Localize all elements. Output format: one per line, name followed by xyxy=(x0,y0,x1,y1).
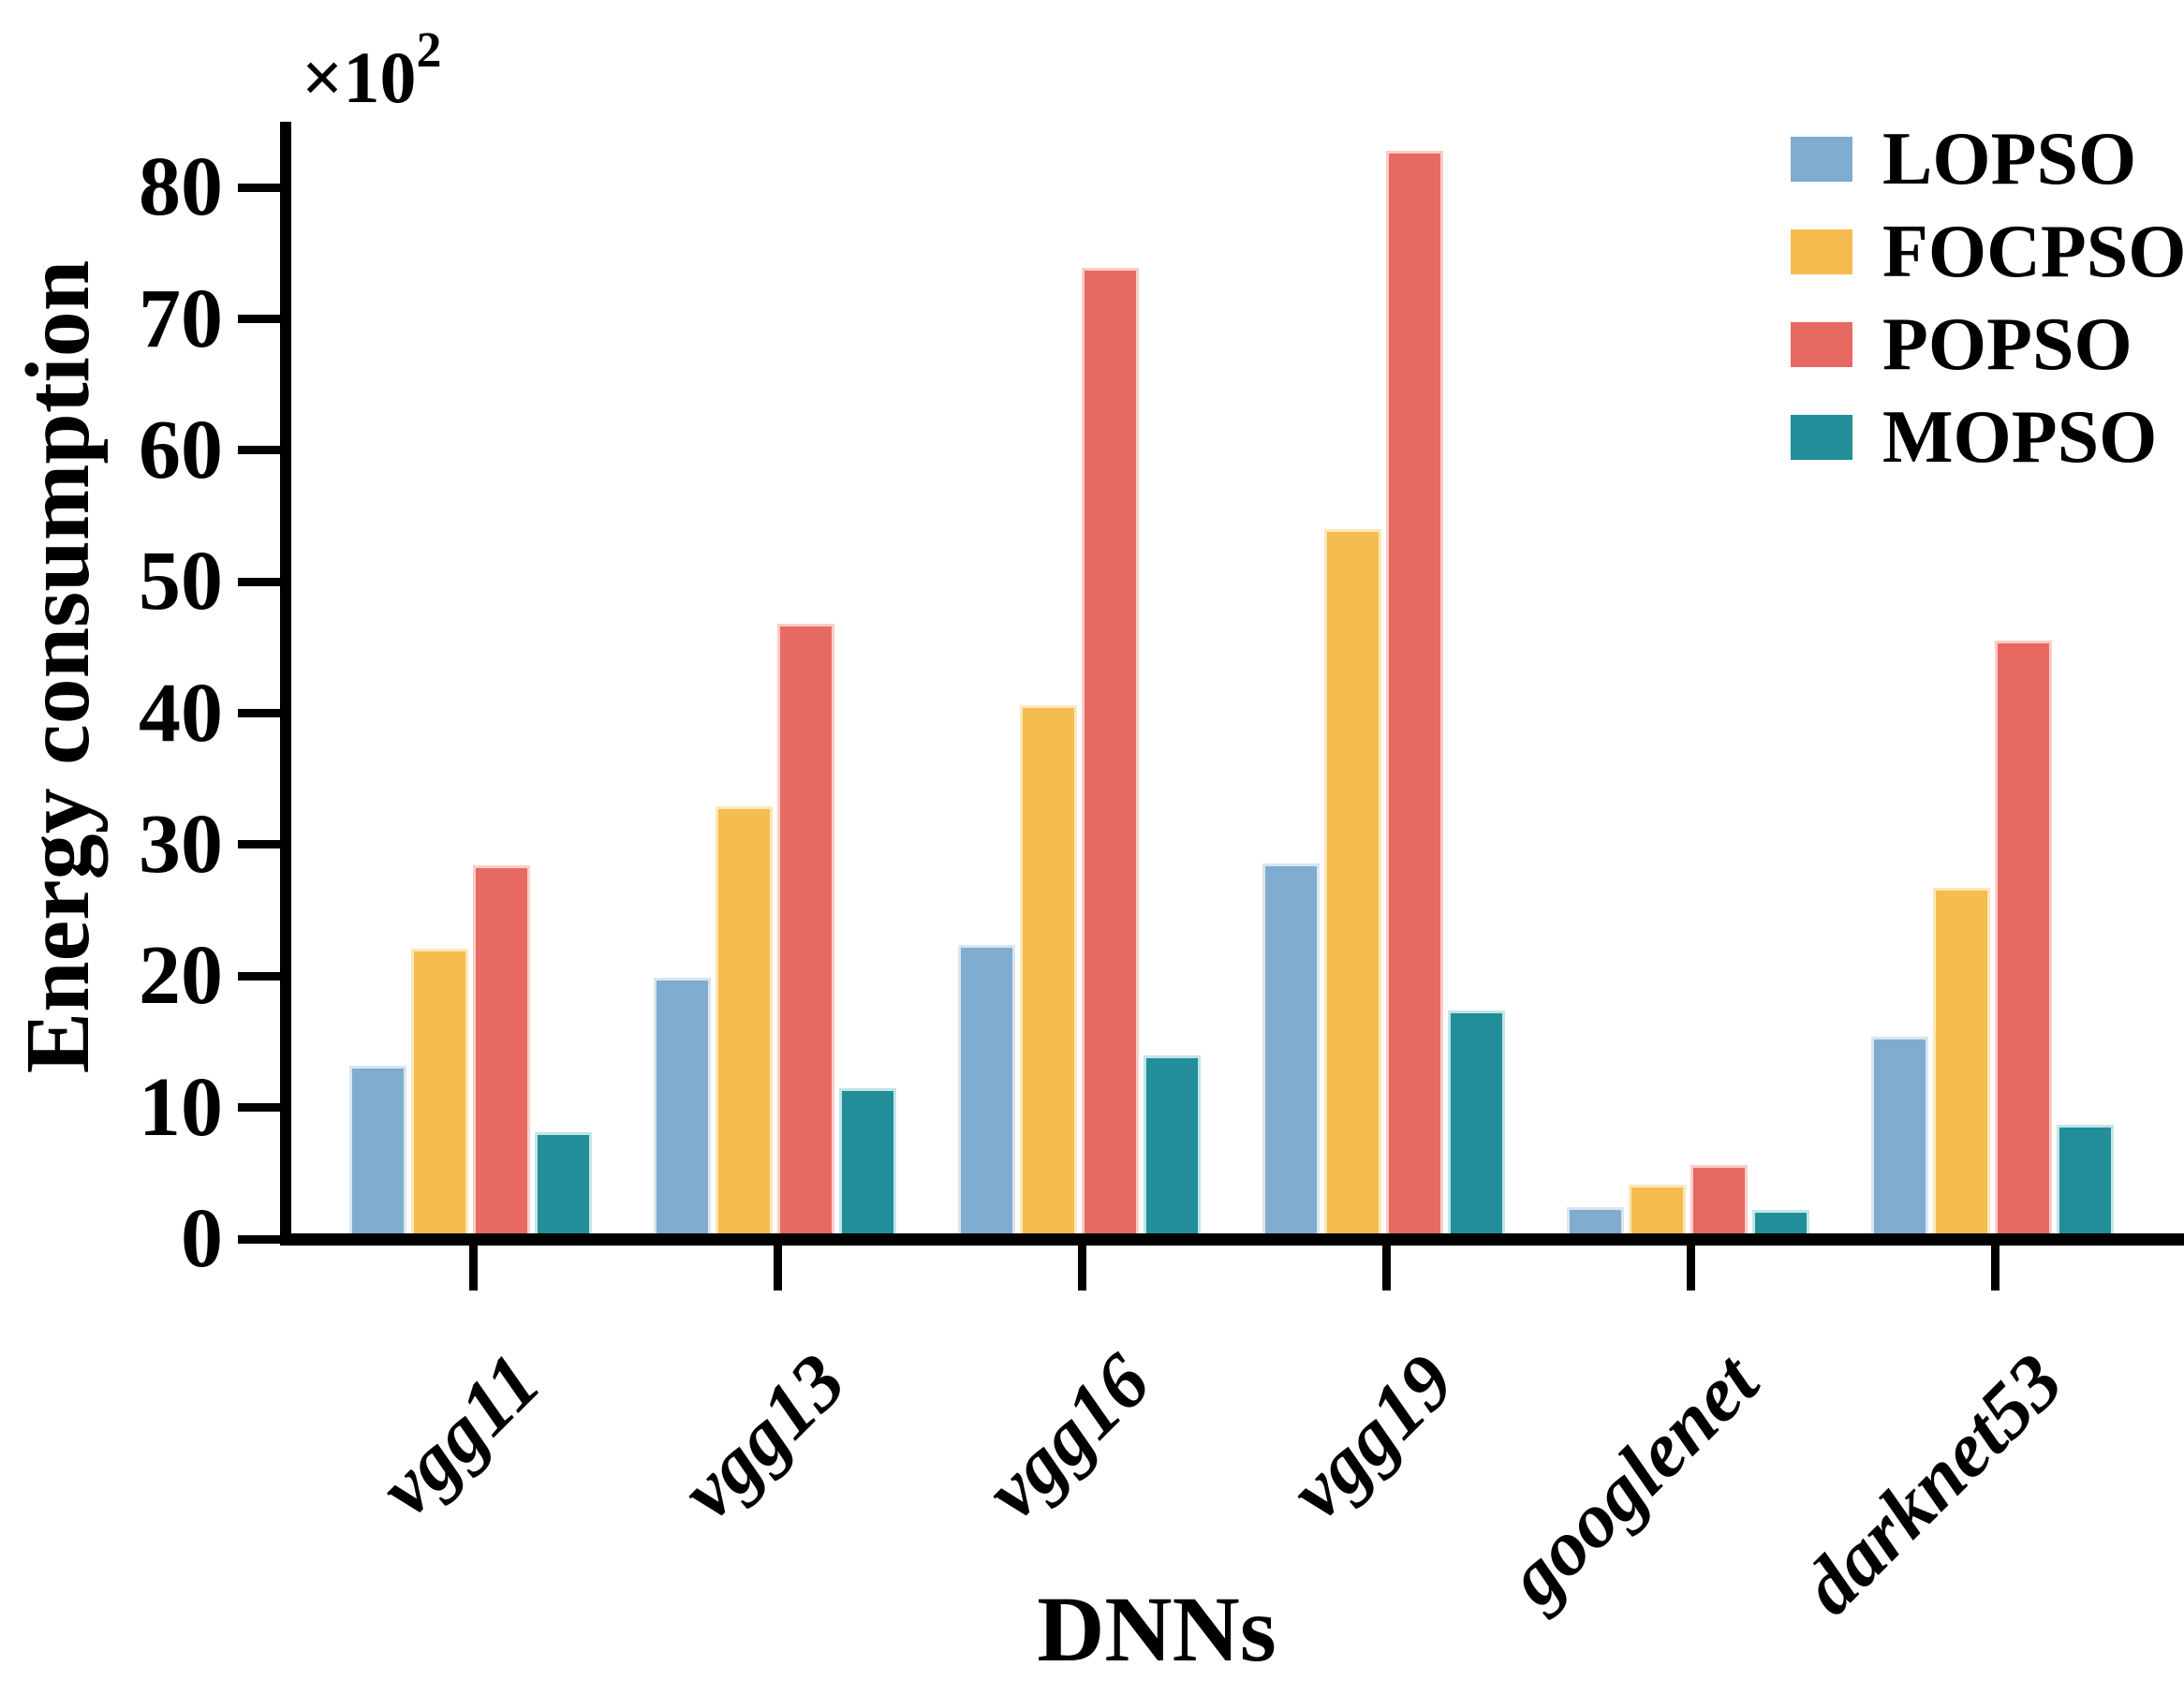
bar-darknet53-LOPSO xyxy=(1871,1036,1928,1239)
bar-vgg11-MOPSO xyxy=(535,1132,592,1239)
x-tick-googlenet xyxy=(1686,1246,1695,1290)
offset-exponent: 2 xyxy=(416,22,442,78)
y-tick-label-30: 30 xyxy=(139,797,223,891)
y-tick-label-0: 0 xyxy=(181,1192,223,1285)
y-tick-20 xyxy=(238,971,280,981)
bar-vgg16-FOCPSO xyxy=(1020,705,1077,1239)
x-tick-vgg16 xyxy=(1077,1246,1086,1290)
bar-vgg13-FOCPSO xyxy=(716,806,773,1239)
y-tick-70 xyxy=(238,315,280,324)
y-tick-label-60: 60 xyxy=(139,403,223,496)
y-tick-label-80: 80 xyxy=(139,140,223,234)
bar-vgg19-LOPSO xyxy=(1262,863,1320,1239)
bar-vgg13-POPSO xyxy=(777,624,834,1239)
y-tick-label-10: 10 xyxy=(139,1060,223,1154)
bar-vgg19-POPSO xyxy=(1386,150,1443,1239)
legend-label-LOPSO: LOPSO xyxy=(1882,118,2137,200)
y-tick-10 xyxy=(238,1103,280,1113)
legend-label-FOCPSO: FOCPSO xyxy=(1882,211,2184,293)
x-tick-label-googlenet: googlenet xyxy=(1490,1337,1776,1622)
offset-mantissa: ×10 xyxy=(302,37,417,118)
bar-googlenet-FOCPSO xyxy=(1629,1185,1686,1239)
y-tick-40 xyxy=(238,709,280,718)
y-tick-30 xyxy=(238,840,280,849)
bar-vgg13-LOPSO xyxy=(654,977,711,1239)
legend-swatch-LOPSO xyxy=(1791,137,1852,182)
x-axis-title: DNNs xyxy=(1037,1577,1276,1681)
y-tick-0 xyxy=(238,1234,280,1244)
x-tick-vgg13 xyxy=(773,1246,782,1290)
legend-label-MOPSO: MOPSO xyxy=(1882,396,2158,479)
bar-vgg16-LOPSO xyxy=(958,944,1015,1239)
y-tick-50 xyxy=(238,577,280,586)
y-tick-60 xyxy=(238,446,280,455)
x-tick-label-vgg19: vgg19 xyxy=(1273,1337,1471,1536)
y-tick-label-20: 20 xyxy=(139,929,223,1023)
bar-darknet53-POPSO xyxy=(1995,641,2052,1239)
y-tick-label-50: 50 xyxy=(139,535,223,628)
x-tick-vgg19 xyxy=(1381,1246,1391,1290)
bar-vgg16-POPSO xyxy=(1082,267,1139,1239)
legend-label-POPSO: POPSO xyxy=(1882,303,2132,386)
bar-vgg11-LOPSO xyxy=(349,1065,406,1239)
y-tick-label-70: 70 xyxy=(139,272,223,365)
legend-swatch-FOCPSO xyxy=(1791,229,1852,274)
x-tick-label-vgg13: vgg13 xyxy=(664,1337,863,1536)
y-tick-80 xyxy=(238,183,280,192)
bar-vgg11-FOCPSO xyxy=(411,948,468,1239)
legend-swatch-MOPSO xyxy=(1791,415,1852,460)
bar-googlenet-POPSO xyxy=(1690,1165,1748,1239)
x-tick-label-darknet53: darknet53 xyxy=(1785,1337,2080,1631)
bar-vgg19-MOPSO xyxy=(1448,1010,1505,1239)
x-tick-label-vgg11: vgg11 xyxy=(362,1337,558,1533)
bar-vgg11-POPSO xyxy=(473,865,530,1239)
x-tick-vgg11 xyxy=(468,1246,478,1290)
legend-swatch-POPSO xyxy=(1791,322,1852,367)
bar-vgg16-MOPSO xyxy=(1144,1054,1201,1239)
bar-darknet53-FOCPSO xyxy=(1933,888,1990,1239)
y-axis-offset-label: ×102 xyxy=(302,7,441,120)
bar-vgg19-FOCPSO xyxy=(1324,529,1381,1239)
x-tick-label-vgg16: vgg16 xyxy=(968,1337,1167,1536)
x-tick-darknet53 xyxy=(1990,1246,2000,1290)
bar-darknet53-MOPSO xyxy=(2057,1124,2114,1239)
y-axis-line xyxy=(280,122,291,1246)
y-tick-label-40: 40 xyxy=(139,666,223,760)
bar-vgg13-MOPSO xyxy=(839,1087,896,1239)
x-axis-line xyxy=(280,1233,2184,1246)
